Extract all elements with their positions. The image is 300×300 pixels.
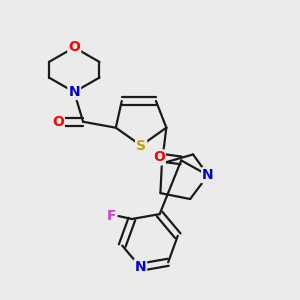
- Text: N: N: [134, 260, 146, 274]
- Text: O: O: [52, 115, 64, 129]
- Text: S: S: [136, 139, 146, 152]
- Text: N: N: [68, 85, 80, 99]
- Text: O: O: [68, 40, 80, 55]
- Text: F: F: [106, 209, 116, 223]
- Text: N: N: [202, 168, 214, 182]
- Text: O: O: [153, 150, 165, 164]
